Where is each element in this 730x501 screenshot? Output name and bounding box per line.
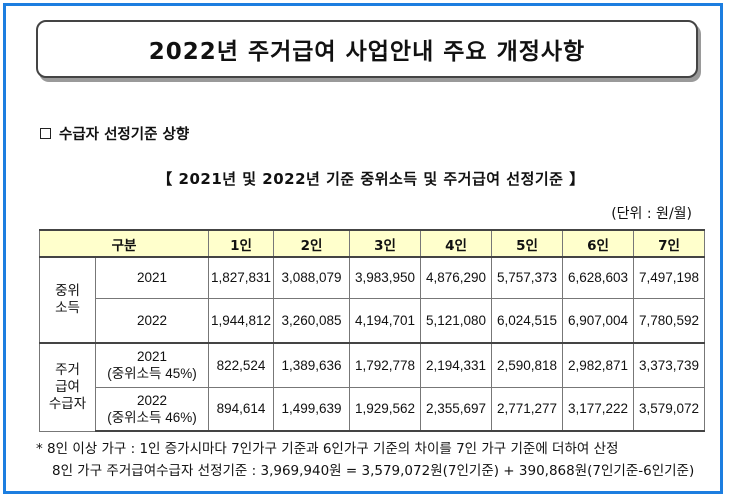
table-cell: 3,579,072 (633, 386, 705, 432)
header-cell: 7인 (633, 229, 705, 258)
table-cell: 4,194,701 (349, 297, 421, 344)
table-cell: 6,907,004 (562, 297, 634, 344)
table-row: 2022 (중위소득 46%) 894,614 1,499,639 1,929,5… (40, 386, 705, 432)
footnote-line: * 8인 이상 가구 : 1인 증가시마다 7인가구 기준과 6인가구 기준의 … (36, 441, 619, 457)
row-label: 2021 (중위소득 45%) (95, 342, 209, 388)
table-cell: 2,590,818 (491, 342, 563, 388)
page-title: 2022년 주거급여 사업안내 주요 개정사항 (36, 20, 698, 78)
table-cell: 1,499,639 (273, 386, 350, 432)
table-row: 2022 1,944,812 3,260,085 4,194,701 5,121… (40, 297, 705, 344)
table-cell: 7,780,592 (633, 297, 705, 344)
group-label-median-income: 중위 소득 (39, 256, 96, 344)
unit-label: (단위 : 원/월) (611, 206, 692, 222)
table-cell: 1,827,831 (208, 256, 274, 299)
header-cell: 5인 (491, 229, 563, 258)
row-label: 2021 (95, 256, 209, 299)
table-caption: 【 2021년 및 2022년 기준 중위소득 및 주거급여 선정기준 】 (157, 170, 585, 188)
income-table: 구분 1인 2인 3인 4인 5인 6인 7인 중위 소득 2021 1,827,… (39, 229, 705, 432)
footnote-line: 8인 가구 주거급여수급자 선정기준 : 3,969,940원 = 3,579,… (52, 463, 695, 479)
header-cell: 구분 (39, 229, 209, 258)
table-cell: 3,260,085 (273, 297, 350, 344)
table-cell: 2,355,697 (420, 386, 492, 432)
table-cell: 3,373,739 (633, 342, 705, 388)
checkbox-icon (40, 128, 51, 139)
page-frame: 2022년 주거급여 사업안내 주요 개정사항 수급자 선정기준 상향 【 20… (3, 3, 723, 494)
table-cell: 6,628,603 (562, 256, 634, 299)
header-cell: 4인 (420, 229, 492, 258)
table-cell: 2,194,331 (420, 342, 492, 388)
table-row: 중위 소득 2021 1,827,831 3,088,079 3,983,950 … (39, 256, 705, 344)
table-cell: 2,771,277 (491, 386, 563, 432)
table-cell: 5,757,373 (491, 256, 563, 299)
table-header-row: 구분 1인 2인 3인 4인 5인 6인 7인 (39, 229, 705, 258)
table-cell: 1,944,812 (208, 297, 274, 344)
table-row: 주거 급여 수급자 2021 (중위소득 45%) 822,524 1,389,636… (39, 342, 705, 432)
header-cell: 2인 (273, 229, 350, 258)
table-cell: 6,024,515 (491, 297, 563, 344)
row-label: 2022 (중위소득 46%) (95, 386, 209, 432)
table-cell: 3,983,950 (349, 256, 421, 299)
group-label-housing-benefit: 주거 급여 수급자 (39, 342, 96, 432)
header-cell: 1인 (208, 229, 274, 258)
table-cell: 7,497,198 (633, 256, 705, 299)
section-heading-text: 수급자 선정기준 상향 (59, 127, 190, 143)
row-label: 2022 (95, 297, 209, 344)
table-cell: 2,982,871 (562, 342, 634, 388)
header-cell: 3인 (349, 229, 421, 258)
table-cell: 3,177,222 (562, 386, 634, 432)
table-cell: 1,792,778 (349, 342, 421, 388)
table-cell: 3,088,079 (273, 256, 350, 299)
footnote: * 8인 이상 가구 : 1인 증가시마다 7인가구 기준과 6인가구 기준의 … (36, 438, 694, 482)
header-cell: 6인 (562, 229, 634, 258)
table-cell: 822,524 (208, 342, 274, 388)
table-cell: 4,876,290 (420, 256, 492, 299)
section-heading: 수급자 선정기준 상향 (40, 123, 189, 144)
table-cell: 894,614 (208, 386, 274, 432)
table-cell: 5,121,080 (420, 297, 492, 344)
table-cell: 1,389,636 (273, 342, 350, 388)
table-cell: 1,929,562 (349, 386, 421, 432)
